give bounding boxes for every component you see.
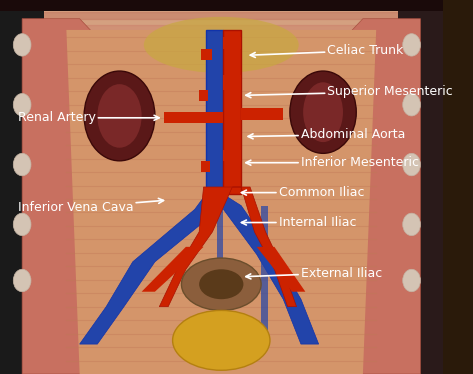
Bar [0,262,443,268]
Bar [0,112,443,119]
Polygon shape [257,247,306,292]
Bar [0,25,443,31]
Polygon shape [201,37,241,60]
Bar [0,362,443,368]
Ellipse shape [13,269,31,292]
Ellipse shape [13,153,31,176]
Bar [0,0,443,6]
Ellipse shape [182,258,261,310]
Polygon shape [206,30,224,206]
Polygon shape [0,0,443,374]
Bar [0,175,443,181]
Polygon shape [224,30,241,194]
Ellipse shape [144,17,299,73]
Text: Celiac Trunk: Celiac Trunk [250,44,404,58]
Bar [0,187,443,193]
Polygon shape [345,19,420,374]
Polygon shape [141,247,203,292]
Bar [0,50,443,56]
Bar [0,274,443,280]
Ellipse shape [84,71,155,161]
Bar [0,75,443,81]
Polygon shape [241,108,283,120]
Bar [0,312,443,318]
Text: Renal Artery: Renal Artery [18,111,159,124]
Bar [0,100,443,106]
Polygon shape [79,194,224,344]
Polygon shape [0,0,443,11]
Ellipse shape [97,84,141,148]
Bar [0,212,443,218]
Ellipse shape [403,94,420,116]
Text: Internal Iliac: Internal Iliac [241,216,356,229]
Polygon shape [217,206,224,344]
Text: Superior Mesenteric: Superior Mesenteric [246,85,453,98]
Polygon shape [199,75,241,101]
Bar [0,287,443,293]
Ellipse shape [403,213,420,236]
Polygon shape [22,19,97,374]
Text: External Iliac: External Iliac [246,267,382,279]
Ellipse shape [403,153,420,176]
Text: Abdominal Aorta: Abdominal Aorta [248,128,405,141]
Bar [0,199,443,206]
Ellipse shape [290,71,356,153]
Ellipse shape [403,34,420,56]
Bar [0,162,443,168]
Polygon shape [224,194,319,344]
Bar [0,150,443,156]
Bar [0,62,443,68]
Bar [0,349,443,355]
Polygon shape [18,7,425,374]
Bar [0,137,443,143]
Bar [0,12,443,19]
Ellipse shape [173,310,270,370]
Polygon shape [66,30,376,374]
Polygon shape [159,187,232,307]
Ellipse shape [199,269,244,299]
Bar [0,87,443,94]
Ellipse shape [403,269,420,292]
Polygon shape [164,112,224,123]
Bar [0,299,443,306]
Bar [0,224,443,231]
Ellipse shape [13,94,31,116]
Bar [0,125,443,131]
Polygon shape [232,187,297,307]
Text: Common Iliac: Common Iliac [241,186,364,199]
Text: Inferior Mesenteric: Inferior Mesenteric [246,156,419,169]
Bar [0,337,443,343]
Polygon shape [201,150,241,172]
Polygon shape [398,0,443,374]
Polygon shape [0,0,44,374]
Bar [0,324,443,330]
Bar [0,237,443,243]
Bar [0,249,443,255]
Text: Inferior Vena Cava: Inferior Vena Cava [18,198,164,214]
Polygon shape [261,206,268,344]
Ellipse shape [303,82,343,142]
Bar [0,37,443,44]
Ellipse shape [13,213,31,236]
Ellipse shape [13,34,31,56]
